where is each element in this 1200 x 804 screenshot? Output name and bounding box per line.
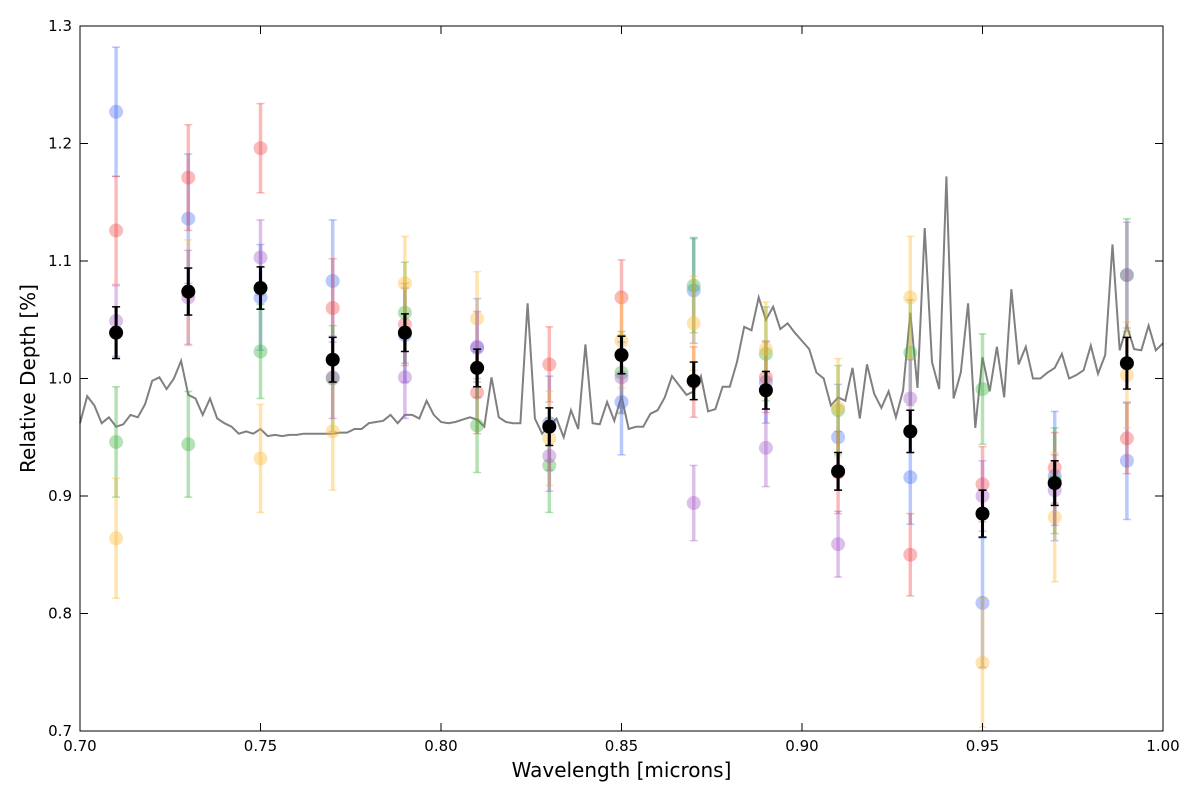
data-point xyxy=(903,391,918,406)
data-point xyxy=(1119,268,1134,283)
data-point xyxy=(397,325,412,340)
data-point xyxy=(903,424,918,439)
data-point xyxy=(903,547,918,562)
data-point xyxy=(686,496,701,511)
data-point xyxy=(109,104,124,119)
data-point xyxy=(542,419,557,434)
data-point xyxy=(109,434,124,449)
data-point xyxy=(975,595,990,610)
data-point xyxy=(470,340,485,355)
y-tick-label: 1.0 xyxy=(48,370,72,388)
data-point xyxy=(903,290,918,305)
data-point xyxy=(686,373,701,388)
data-point xyxy=(1047,510,1062,525)
x-tick-label: 0.95 xyxy=(966,737,999,755)
data-point xyxy=(758,383,773,398)
data-point xyxy=(542,449,557,464)
data-point xyxy=(686,278,701,293)
data-point xyxy=(470,418,485,433)
data-point xyxy=(181,211,196,226)
data-point xyxy=(325,352,340,367)
x-axis-label: Wavelength [microns] xyxy=(512,758,732,782)
data-point xyxy=(109,325,124,340)
data-point xyxy=(975,506,990,521)
data-point xyxy=(758,342,773,357)
data-point xyxy=(1119,268,1134,283)
data-point xyxy=(831,400,846,415)
data-point xyxy=(397,276,412,291)
data-point xyxy=(397,370,412,385)
y-tick-label: 0.9 xyxy=(48,487,72,505)
data-point xyxy=(325,424,340,439)
data-point xyxy=(253,344,268,359)
data-point xyxy=(325,301,340,315)
data-point xyxy=(614,395,629,409)
data-point xyxy=(758,440,773,455)
y-axis: 0.7 0.8 0.9 1.0 1.1 1.2 1.3 xyxy=(48,17,1163,740)
data-point xyxy=(542,458,557,473)
data-point xyxy=(831,403,846,418)
x-tick-label: 0.75 xyxy=(244,737,277,755)
data-point xyxy=(542,357,557,372)
data-point xyxy=(975,655,990,670)
y-tick-label: 0.8 xyxy=(48,605,72,623)
data-point xyxy=(1119,453,1134,468)
data-point xyxy=(181,284,196,299)
data-point xyxy=(470,339,485,354)
model-line-layer xyxy=(79,176,1164,441)
data-point xyxy=(1119,431,1134,446)
x-tick-label: 0.85 xyxy=(605,737,638,755)
y-axis-label: Relative Depth [%] xyxy=(16,284,40,473)
data-point xyxy=(831,537,846,552)
data-point xyxy=(397,305,412,320)
data-point xyxy=(1047,476,1062,491)
data-point xyxy=(470,311,485,326)
data-point xyxy=(109,223,124,238)
data-point xyxy=(253,451,268,466)
data-point xyxy=(686,316,701,331)
data-point xyxy=(253,250,268,265)
model-line xyxy=(79,176,1164,441)
data-point xyxy=(614,348,629,362)
y-tick-label: 0.7 xyxy=(48,722,72,740)
data-point xyxy=(325,273,340,288)
data-point xyxy=(975,382,990,397)
data-point xyxy=(614,290,629,305)
data-point xyxy=(253,141,268,156)
y-tick-label: 1.1 xyxy=(48,252,72,270)
data-point xyxy=(1119,356,1134,371)
x-tick-label: 1.00 xyxy=(1146,737,1179,755)
series-6 xyxy=(109,266,1134,538)
x-tick-label: 0.90 xyxy=(785,737,818,755)
x-tick-label: 0.70 xyxy=(63,737,96,755)
data-point xyxy=(253,281,268,296)
data-point xyxy=(109,531,124,546)
data-point xyxy=(470,360,485,375)
data-point xyxy=(181,437,196,452)
data-point xyxy=(758,346,773,361)
data-point xyxy=(831,430,846,445)
data-point xyxy=(181,170,196,185)
data-point xyxy=(903,470,918,485)
x-tick-label: 0.80 xyxy=(424,737,457,755)
y-tick-label: 1.3 xyxy=(48,17,72,35)
data-point xyxy=(831,464,846,479)
x-axis: 0.70 0.75 0.80 0.85 0.90 0.95 1.00 xyxy=(63,26,1180,755)
series-layer xyxy=(109,46,1134,729)
data-point xyxy=(903,345,918,360)
data-point xyxy=(470,385,485,400)
y-tick-label: 1.2 xyxy=(48,135,72,153)
data-point xyxy=(975,477,990,492)
data-point xyxy=(686,283,701,298)
